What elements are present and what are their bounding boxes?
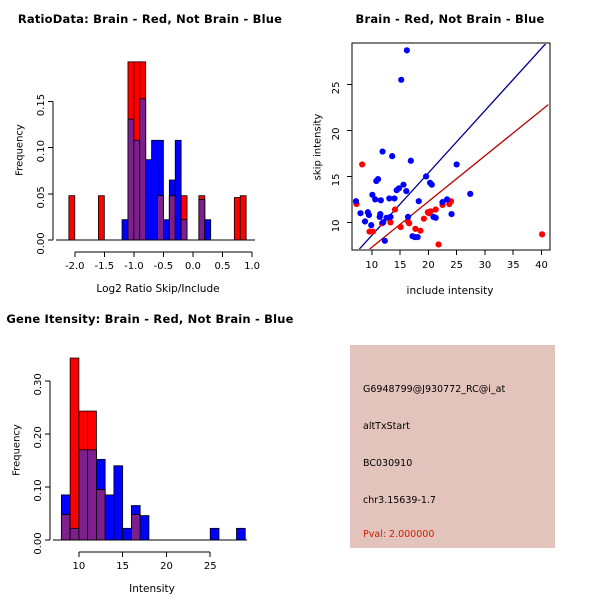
annotation-box: G6948799@J930772_RC@i_at altTxStart BC03… xyxy=(350,345,555,548)
svg-text:40: 40 xyxy=(535,260,548,271)
ratio-histogram-panel: RatioData: Brain - Red, Not Brain - Blue… xyxy=(0,0,300,300)
ratio-histogram-xlabel: Log2 Ratio Skip/Include xyxy=(96,283,220,295)
svg-text:1.0: 1.0 xyxy=(244,261,260,272)
svg-text:10: 10 xyxy=(331,220,342,233)
locus-text: chr3.15639-1.7 xyxy=(363,495,436,506)
scatter-plot-xlabel: include intensity xyxy=(406,285,494,297)
svg-text:0.20: 0.20 xyxy=(33,426,44,448)
gene-histogram-panel: Gene Itensity: Brain - Red, Not Brain - … xyxy=(0,300,300,600)
svg-text:0.10: 0.10 xyxy=(33,479,44,501)
scatter-plot-panel: Brain - Red, Not Brain - Blue skip inten… xyxy=(300,0,600,300)
probe-id-text: G6948799@J930772_RC@i_at xyxy=(363,384,506,395)
svg-text:0.5: 0.5 xyxy=(215,261,231,272)
svg-text:35: 35 xyxy=(507,260,520,271)
pval-text: Pval: 2.000000 xyxy=(363,529,435,540)
svg-text:15: 15 xyxy=(394,260,407,271)
scatter-plot-canvas: 10 15 20 25 10 15 20 25 30 35 40 xyxy=(331,42,551,271)
svg-text:15: 15 xyxy=(116,561,129,572)
svg-text:10: 10 xyxy=(365,260,378,271)
svg-text:0.15: 0.15 xyxy=(36,94,47,116)
ratio-histogram-canvas: 0.00 0.05 0.10 0.15 -2.0 -1.5 -1.0 -0.5 0.0 0.5 1.… xyxy=(36,61,260,272)
svg-text:-1.5: -1.5 xyxy=(95,261,115,272)
gene-histogram-title: Gene Itensity: Brain - Red, Not Brain - … xyxy=(6,312,294,326)
svg-text:-1.0: -1.0 xyxy=(124,261,144,272)
svg-text:20: 20 xyxy=(422,260,435,271)
gene-histogram-canvas: 0.00 0.10 0.20 0.30 10 15 20 25 xyxy=(33,357,247,572)
svg-text:0.30: 0.30 xyxy=(33,373,44,395)
svg-text:0.0: 0.0 xyxy=(185,261,201,272)
event-type-text: altTxStart xyxy=(363,421,410,432)
svg-text:25: 25 xyxy=(204,561,217,572)
svg-text:-2.0: -2.0 xyxy=(65,261,85,272)
svg-text:20: 20 xyxy=(160,561,173,572)
svg-text:0.00: 0.00 xyxy=(33,532,44,554)
ratio-histogram-title: RatioData: Brain - Red, Not Brain - Blue xyxy=(17,12,283,26)
gene-histogram-xlabel: Intensity xyxy=(129,583,175,595)
svg-text:-0.5: -0.5 xyxy=(154,261,174,272)
svg-text:30: 30 xyxy=(479,260,492,271)
svg-text:0.05: 0.05 xyxy=(36,186,47,208)
svg-text:25: 25 xyxy=(450,260,463,271)
svg-text:20: 20 xyxy=(331,128,342,141)
svg-text:0.00: 0.00 xyxy=(36,232,47,254)
accession-text: BC030910 xyxy=(363,458,413,469)
annotation-panel: G6948799@J930772_RC@i_at altTxStart BC03… xyxy=(300,300,600,600)
svg-text:15: 15 xyxy=(331,174,342,187)
scatter-plot-title: Brain - Red, Not Brain - Blue xyxy=(355,12,545,26)
svg-text:0.10: 0.10 xyxy=(36,140,47,162)
svg-text:25: 25 xyxy=(331,82,342,95)
svg-text:10: 10 xyxy=(73,561,86,572)
